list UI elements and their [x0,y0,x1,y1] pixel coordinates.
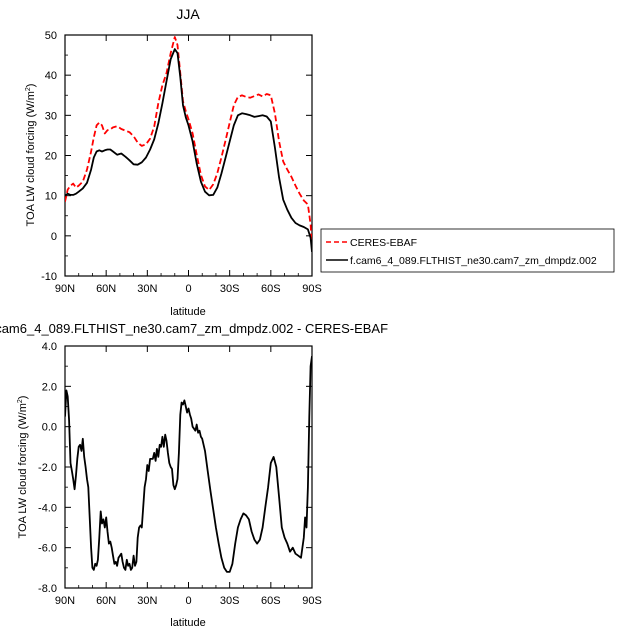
series-line-model [65,355,312,573]
chart-top-y-axis-label-close: ) [25,84,37,88]
x-tick-label: 30S [220,283,240,295]
chart-bottom-x-ticks: 90N 60N 30N 0 30S 60S 90S [55,346,322,607]
chart-top-series [65,36,312,252]
x-tick-label: 90S [302,595,322,607]
y-tick-label: 4.0 [42,341,57,353]
chart-bottom-y-axis-label-sup: 2 [17,399,24,403]
chart-top-y-axis-label-sup: 2 [25,87,32,91]
y-tick-label: 50 [45,30,57,42]
legend-label-model: f.cam6_4_089.FLTHIST_ne30.cam7_zm_dmpdz.… [350,255,597,267]
chart-bottom-title: f.cam6_4_089.FLTHIST_ne30.cam7_zm_dmpdz.… [0,321,388,336]
y-tick-label: 2.0 [42,381,57,393]
x-tick-label: 60S [261,595,281,607]
chart-top-x-axis-label: latitude [170,306,205,318]
x-tick-label: 60N [96,283,116,295]
x-tick-label: 30S [220,595,240,607]
y-tick-label: -2.0 [38,462,57,474]
chart-bottom-plot-frame [64,345,313,589]
x-tick-label: 30N [137,595,157,607]
y-tick-label: -10 [41,271,57,283]
chart-bottom-series [65,355,312,573]
chart-top-y-axis-label-main: TOA LW cloud forcing (W/m [25,91,37,226]
chart-bottom-y-axis-label: TOA LW cloud forcing (W/m2) [17,396,29,539]
x-tick-label: 0 [185,595,191,607]
chart-bottom-y-ticks: -8.0 -6.0 -4.0 -2.0 0.0 2.0 4.0 [38,341,312,595]
chart-top-y-axis-label: TOA LW cloud forcing (W/m2) [25,84,37,227]
y-tick-label: 0.0 [42,422,57,434]
x-tick-label: 90N [55,595,75,607]
chart-bottom: f.cam6_4_089.FLTHIST_ne30.cam7_zm_dmpdz.… [0,321,388,629]
chart-top-title: JJA [176,6,200,22]
x-tick-label: 60S [261,283,281,295]
chart-top-x-ticks: 90N 60N 30N 0 30S 60S 90S [55,35,322,295]
y-tick-label: 40 [45,70,57,82]
chart-bottom-y-axis-label-close: ) [17,396,29,400]
legend-frame [320,228,615,273]
series-line-model [65,48,312,252]
y-tick-label: 20 [45,151,57,163]
y-tick-label: -8.0 [38,583,57,595]
y-tick-label: -4.0 [38,502,57,514]
chart-bottom-y-axis-label-main: TOA LW cloud forcing (W/m [17,403,29,538]
y-tick-label: 30 [45,110,57,122]
x-tick-label: 90N [55,283,75,295]
x-tick-label: 90S [302,283,322,295]
chart-top: JJA -10 0 10 20 30 40 50 90N 60N 30N 0 30S 60S 90S l… [25,6,615,318]
x-tick-label: 60N [96,595,116,607]
series-line-ceres [65,36,312,248]
chart-top-legend: CERES-EBAF f.cam6_4_089.FLTHIST_ne30.cam… [320,228,615,273]
chart-bottom-x-axis-label: latitude [170,617,205,629]
legend-label-ceres: CERES-EBAF [350,237,417,249]
y-tick-label: -6.0 [38,543,57,555]
chart-top-y-ticks: -10 0 10 20 30 40 50 [41,30,312,283]
x-tick-label: 30N [137,283,157,295]
x-tick-label: 0 [185,283,191,295]
chart-top-plot-frame [64,34,313,277]
y-tick-label: 0 [51,231,57,243]
y-tick-label: 10 [45,191,57,203]
